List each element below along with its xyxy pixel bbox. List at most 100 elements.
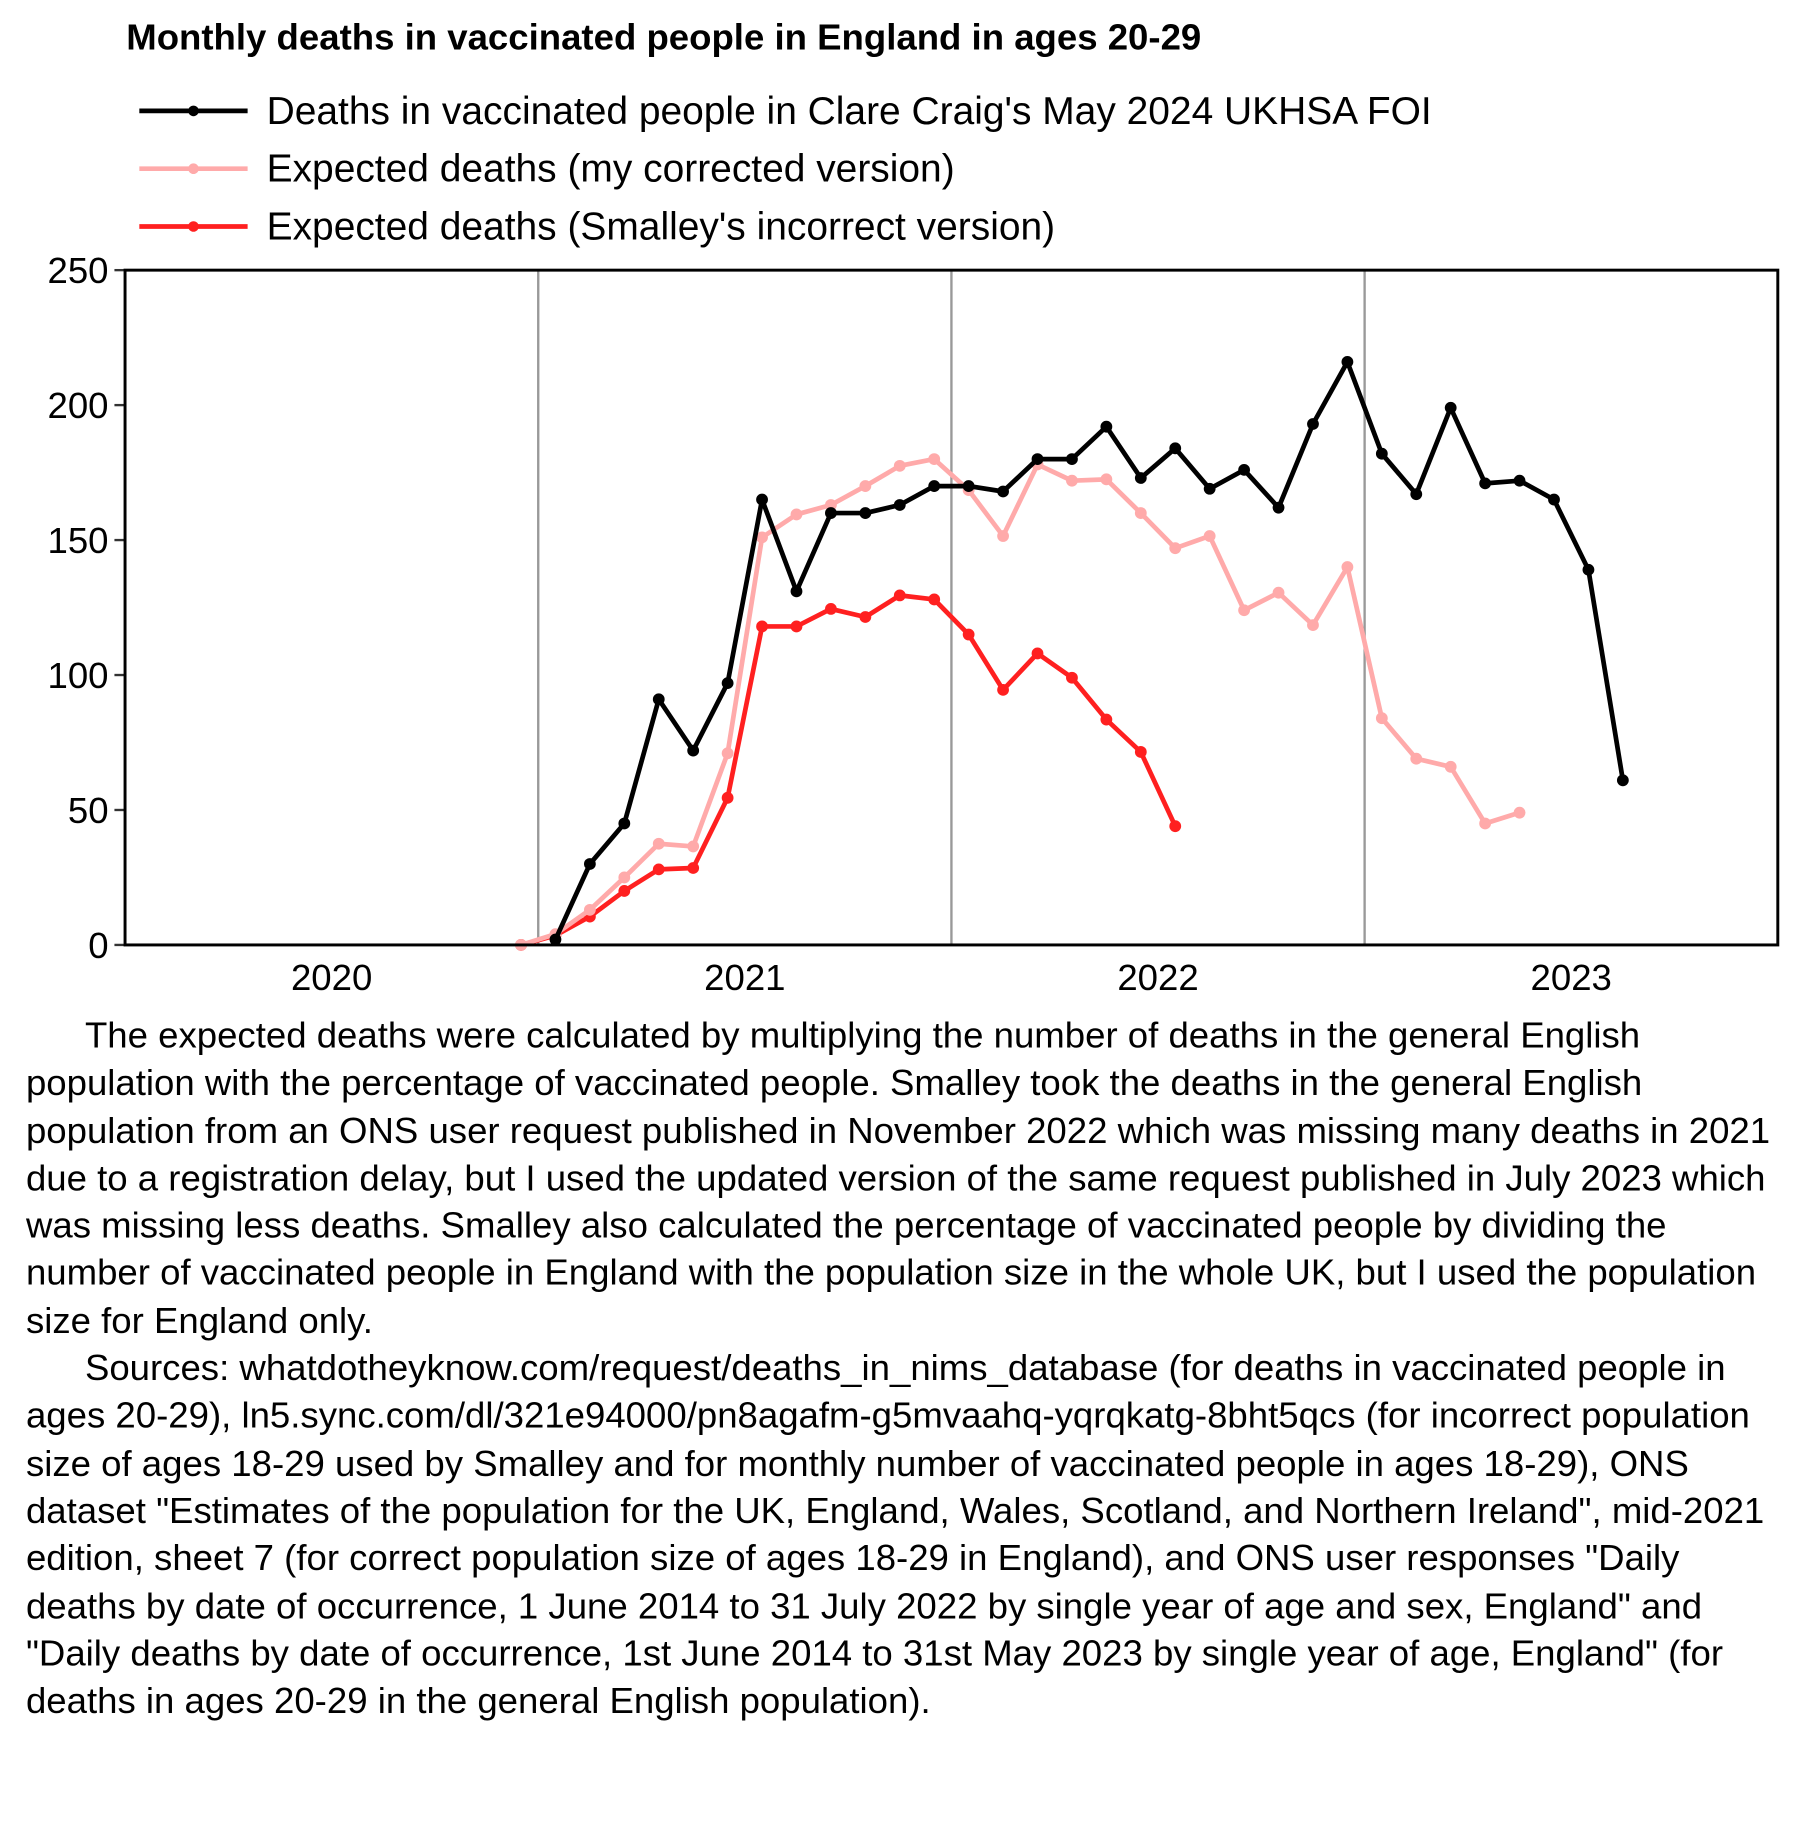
caption-paragraph-sources: Sources: whatdotheyknow.com/request/deat… (25, 1347, 1765, 1722)
y-tick-label: 0 (88, 925, 108, 966)
data-point-series-2 (928, 593, 941, 606)
data-point-series-0 (1272, 501, 1285, 514)
data-point-series-2 (893, 589, 906, 602)
data-point-series-1 (1066, 474, 1078, 487)
data-point-series-1 (1375, 712, 1388, 725)
data-point-series-1 (790, 508, 803, 521)
data-point-series-0 (549, 933, 562, 946)
data-point-series-0 (825, 507, 837, 519)
data-point-series-0 (1031, 453, 1044, 465)
data-point-series-0 (721, 677, 734, 690)
y-tick-label: 150 (48, 520, 109, 561)
data-point-series-0 (1169, 442, 1182, 455)
data-point-series-2 (825, 602, 837, 615)
y-tick-label: 250 (48, 250, 109, 291)
data-point-series-0 (1307, 418, 1319, 430)
legend-swatch-black (139, 105, 248, 117)
data-point-series-1 (1444, 760, 1457, 773)
y-tick-label: 200 (48, 385, 109, 426)
data-point-series-1 (928, 453, 941, 465)
x-tick-label: 2021 (704, 957, 785, 998)
x-tick-label: 2023 (1531, 957, 1612, 998)
legend-label: Expected deaths (my corrected version) (266, 146, 955, 190)
data-point-series-2 (721, 791, 734, 804)
data-point-series-0 (583, 858, 596, 870)
data-point-series-0 (962, 480, 975, 492)
data-point-series-0 (1341, 356, 1354, 368)
legend-item-smalley: Expected deaths (Smalley's incorrect ver… (139, 203, 1055, 250)
data-point-series-2 (790, 620, 803, 633)
data-point-series-1 (687, 840, 700, 853)
data-point-series-0 (618, 817, 631, 830)
data-point-series-1 (1341, 561, 1354, 573)
caption-paragraph-method: The expected deaths were calculated by m… (25, 1014, 1771, 1342)
data-point-series-2 (652, 863, 665, 876)
data-point-series-2 (1100, 713, 1113, 726)
data-point-series-0 (1444, 401, 1457, 414)
x-tick-label: 2020 (291, 957, 372, 998)
data-point-series-0 (790, 585, 803, 598)
series-line-0 (553, 359, 1626, 941)
legend-label: Expected deaths (Smalley's incorrect ver… (266, 204, 1056, 248)
line-chart: 0 50 100 150 200 250 2020 2021 2022 2023 (48, 250, 1780, 998)
data-point-series-1 (893, 459, 906, 472)
data-point-series-1 (859, 480, 872, 492)
data-point-series-0 (1479, 477, 1492, 490)
data-point-series-1 (618, 871, 631, 884)
data-point-series-1 (1513, 806, 1526, 819)
data-point-series-0 (1616, 774, 1629, 787)
data-point-series-1 (583, 903, 596, 916)
data-point-series-2 (687, 862, 700, 874)
legend-item-foi-deaths: Deaths in vaccinated people in Clare Cra… (139, 87, 1432, 134)
legend-swatch-pink (139, 163, 248, 175)
data-point-series-2 (962, 628, 975, 641)
data-point-series-1 (721, 747, 734, 760)
data-point-series-1 (1134, 507, 1147, 519)
data-point-series-1 (1238, 604, 1251, 617)
data-point-series-0 (1513, 474, 1526, 487)
chart-title: Monthly deaths in vaccinated people in E… (126, 16, 1202, 58)
legend-label: Deaths in vaccinated people in Clare Cra… (266, 88, 1432, 133)
y-tick-label: 100 (48, 655, 109, 696)
data-point-series-0 (997, 485, 1009, 498)
data-point-series-0 (859, 507, 872, 519)
data-point-series-1 (756, 531, 768, 544)
data-point-series-1 (1100, 473, 1113, 486)
data-point-series-0 (687, 744, 700, 757)
legend-swatch-red (139, 221, 248, 232)
data-point-series-2 (1031, 647, 1044, 660)
data-point-series-2 (618, 885, 631, 897)
data-point-series-2 (1169, 820, 1182, 833)
series-line-1 (520, 456, 1521, 948)
data-point-series-1 (652, 837, 665, 850)
data-point-series-1 (1479, 817, 1492, 830)
data-point-series-0 (1375, 447, 1388, 460)
data-point-series-0 (756, 493, 768, 506)
data-point-series-0 (1582, 563, 1595, 576)
data-point-series-1 (1169, 542, 1182, 555)
x-tick-label: 2022 (1117, 957, 1198, 998)
data-point-series-2 (997, 683, 1009, 696)
data-point-series-0 (1410, 488, 1423, 501)
y-tick-label: 50 (68, 790, 109, 831)
data-point-series-0 (1066, 453, 1078, 465)
data-point-series-0 (1238, 463, 1251, 476)
data-point-series-1 (997, 530, 1009, 542)
caption-notes: The expected deaths were calculated by m… (26, 1012, 1790, 1725)
data-point-series-1 (1203, 530, 1216, 542)
legend-item-corrected: Expected deaths (my corrected version) (139, 145, 955, 192)
data-point-series-1 (1272, 586, 1285, 599)
data-point-series-1 (1410, 752, 1423, 765)
data-point-series-0 (1203, 482, 1216, 495)
plot-frame (123, 268, 1780, 947)
data-point-series-2 (1134, 746, 1147, 758)
data-point-series-2 (859, 611, 872, 623)
data-point-series-2 (1066, 671, 1078, 684)
data-point-series-1 (1307, 619, 1319, 631)
series-line-2 (520, 593, 1178, 948)
data-point-series-2 (756, 620, 768, 633)
data-point-series-0 (1100, 420, 1113, 433)
data-point-series-1 (825, 499, 837, 511)
data-point-series-0 (1134, 472, 1147, 484)
